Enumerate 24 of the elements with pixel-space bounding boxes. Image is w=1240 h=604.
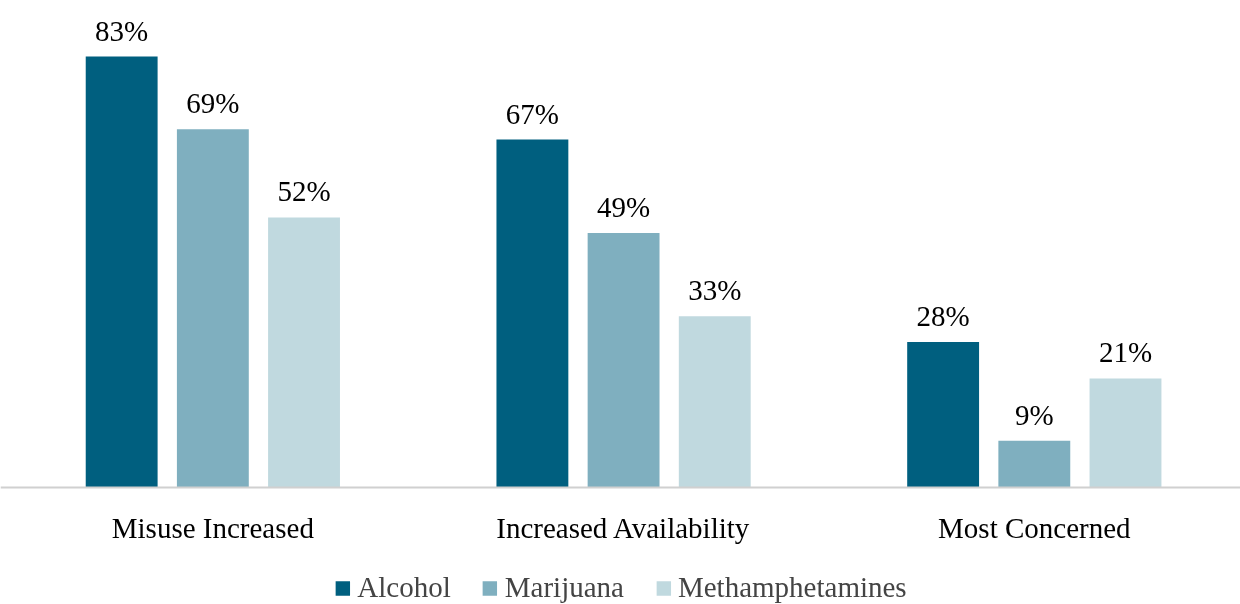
legend-label: Marijuana bbox=[504, 571, 624, 604]
bar bbox=[496, 139, 569, 488]
x-tick-label: Misuse Increased bbox=[111, 511, 315, 544]
data-label: 33% bbox=[688, 274, 742, 307]
data-label: 52% bbox=[277, 175, 331, 208]
bar bbox=[907, 342, 980, 488]
legend-label: Methamphetamines bbox=[677, 571, 907, 604]
bar bbox=[1089, 378, 1162, 488]
bar bbox=[998, 440, 1071, 488]
bar bbox=[587, 233, 660, 488]
data-label: 49% bbox=[597, 191, 651, 224]
data-label: 21% bbox=[1098, 336, 1153, 369]
data-label: 67% bbox=[505, 97, 559, 130]
data-label: 69% bbox=[186, 87, 240, 120]
legend-label: Alcohol bbox=[357, 571, 451, 604]
data-label: 83% bbox=[95, 14, 149, 47]
x-tick-label: Increased Availability bbox=[496, 511, 750, 544]
x-tick-label: Most Concerned bbox=[938, 511, 1132, 544]
bar bbox=[678, 316, 751, 488]
bar bbox=[268, 217, 340, 488]
bar bbox=[85, 56, 158, 488]
bar bbox=[176, 129, 249, 488]
data-label: 28% bbox=[916, 300, 970, 333]
data-label: 9% bbox=[1014, 398, 1054, 431]
